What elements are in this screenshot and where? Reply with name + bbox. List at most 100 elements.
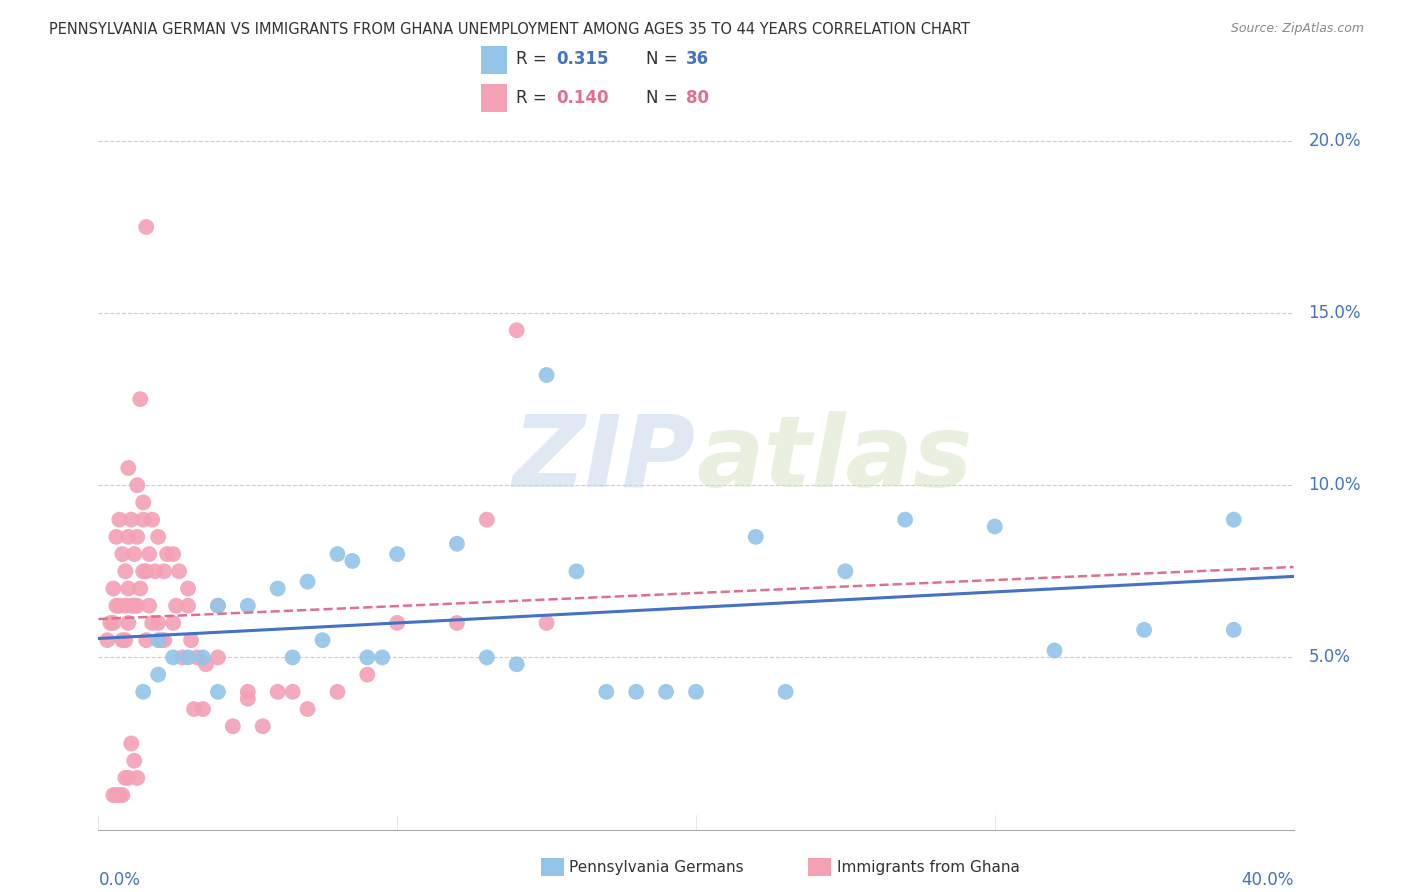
Point xyxy=(153,564,176,578)
Point xyxy=(207,685,229,699)
Point xyxy=(236,599,259,613)
Point xyxy=(114,771,136,785)
Point xyxy=(111,547,134,561)
Bar xyxy=(481,85,506,112)
Point xyxy=(195,657,218,672)
Point xyxy=(105,530,128,544)
Point xyxy=(117,615,139,630)
Point xyxy=(506,323,529,337)
Point xyxy=(446,537,468,551)
Point xyxy=(177,599,200,613)
Point xyxy=(626,685,648,699)
Point xyxy=(984,519,1007,533)
Text: Source: ZipAtlas.com: Source: ZipAtlas.com xyxy=(1230,22,1364,36)
Point xyxy=(267,685,290,699)
Point xyxy=(326,547,349,561)
Point xyxy=(124,754,146,768)
Point xyxy=(135,633,157,648)
Point xyxy=(536,615,558,630)
Point xyxy=(120,599,142,613)
Point xyxy=(191,650,214,665)
Point xyxy=(148,530,170,544)
Point xyxy=(138,599,160,613)
Text: ZIP: ZIP xyxy=(513,411,696,508)
Point xyxy=(156,547,179,561)
Text: 40.0%: 40.0% xyxy=(1241,871,1294,889)
Point xyxy=(141,513,163,527)
Bar xyxy=(481,45,506,74)
Point xyxy=(745,530,768,544)
Point xyxy=(127,530,149,544)
Point xyxy=(267,582,290,596)
Point xyxy=(135,219,157,234)
Point xyxy=(162,547,184,561)
Point xyxy=(162,650,184,665)
Point xyxy=(1133,623,1156,637)
Point xyxy=(129,392,152,406)
Point xyxy=(132,685,155,699)
Point xyxy=(111,788,134,802)
Text: 36: 36 xyxy=(686,51,709,69)
Point xyxy=(148,633,170,648)
Point xyxy=(207,599,229,613)
Point xyxy=(222,719,245,733)
Point xyxy=(207,650,229,665)
Point xyxy=(141,615,163,630)
Point xyxy=(150,633,173,648)
Point xyxy=(148,667,170,681)
Point xyxy=(105,599,128,613)
Point xyxy=(135,564,157,578)
Point xyxy=(127,599,149,613)
Point xyxy=(894,513,917,527)
Point xyxy=(117,461,139,475)
Point xyxy=(326,685,349,699)
Point xyxy=(105,788,128,802)
Point xyxy=(172,650,194,665)
Point xyxy=(120,513,142,527)
Point xyxy=(132,513,155,527)
Point xyxy=(1223,623,1246,637)
Point xyxy=(124,547,146,561)
Point xyxy=(143,564,166,578)
Point xyxy=(536,368,558,382)
Point xyxy=(117,771,139,785)
Text: 20.0%: 20.0% xyxy=(1309,132,1361,150)
Point xyxy=(385,615,409,630)
Point xyxy=(775,685,797,699)
Point xyxy=(162,615,184,630)
Point xyxy=(834,564,856,578)
Point xyxy=(446,615,468,630)
Point xyxy=(117,582,139,596)
Point xyxy=(236,691,259,706)
Point xyxy=(117,530,139,544)
Point xyxy=(475,513,498,527)
Text: R =: R = xyxy=(516,51,553,69)
Text: atlas: atlas xyxy=(696,411,973,508)
Point xyxy=(103,788,125,802)
Point xyxy=(111,633,134,648)
Point xyxy=(114,633,136,648)
Point xyxy=(114,599,136,613)
Point xyxy=(96,633,118,648)
Text: 15.0%: 15.0% xyxy=(1309,304,1361,322)
Point xyxy=(281,685,304,699)
Point xyxy=(124,599,146,613)
Point xyxy=(297,574,319,589)
Point xyxy=(356,667,378,681)
Text: N =: N = xyxy=(645,89,682,107)
Text: N =: N = xyxy=(645,51,682,69)
Point xyxy=(180,633,202,648)
Point xyxy=(114,564,136,578)
Point xyxy=(153,633,176,648)
Point xyxy=(506,657,529,672)
Point xyxy=(1043,643,1066,657)
Point xyxy=(120,736,142,750)
Point xyxy=(655,685,678,699)
Point xyxy=(565,564,588,578)
Point xyxy=(281,650,304,665)
Point xyxy=(385,547,409,561)
Point xyxy=(108,788,131,802)
Text: PENNSYLVANIA GERMAN VS IMMIGRANTS FROM GHANA UNEMPLOYMENT AMONG AGES 35 TO 44 YE: PENNSYLVANIA GERMAN VS IMMIGRANTS FROM G… xyxy=(49,22,970,37)
Text: 80: 80 xyxy=(686,89,709,107)
Point xyxy=(371,650,394,665)
